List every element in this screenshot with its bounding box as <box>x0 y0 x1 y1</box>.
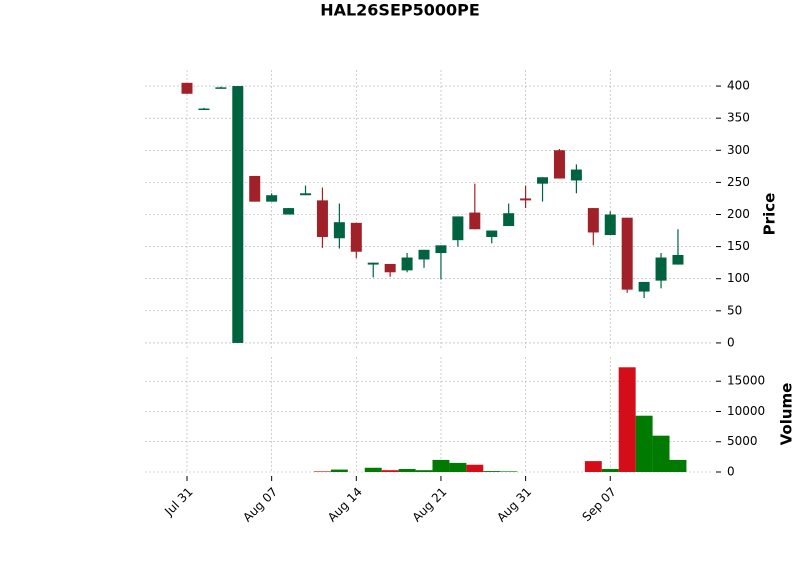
y-tick-label: 50 <box>727 303 742 317</box>
volume-bar <box>584 461 602 472</box>
x-tick-label: Aug 07 <box>240 485 280 525</box>
candle-body <box>452 216 464 241</box>
y2-tick-label: 15000 <box>727 374 765 388</box>
candle-body <box>266 195 278 202</box>
candle-body <box>316 200 328 237</box>
y-tick-label: 150 <box>727 239 750 253</box>
y2-tick-label: 5000 <box>727 434 758 448</box>
x-tick-label: Aug 31 <box>494 485 534 525</box>
candle-body <box>300 193 312 196</box>
volume-bar <box>398 468 416 472</box>
volume-bar <box>313 471 331 472</box>
volume-bar <box>652 435 670 472</box>
volume-bar <box>483 471 501 472</box>
candle-body <box>232 86 244 343</box>
volume-bar <box>466 464 484 472</box>
candle-body <box>570 169 582 181</box>
candle-body <box>621 217 633 290</box>
candle-body <box>198 108 210 111</box>
x-tick-label: Sep 07 <box>579 485 618 524</box>
volume-bar <box>330 469 348 472</box>
volume-bar <box>381 470 399 472</box>
y-tick-label: 100 <box>727 271 750 285</box>
y2-tick-label: 10000 <box>727 404 765 418</box>
candle-body <box>638 281 650 292</box>
candle-body <box>587 208 599 233</box>
candle-body <box>672 254 684 265</box>
y-axis-label: Price <box>761 193 779 236</box>
chart-title: HAL26SEP5000PE <box>320 1 480 20</box>
candle-body <box>384 263 396 273</box>
candle-body <box>604 214 616 236</box>
candle-body <box>350 222 362 252</box>
volume-bar <box>364 467 382 472</box>
y-tick-label: 0 <box>727 335 735 349</box>
volume-bar <box>601 468 619 472</box>
candle-body <box>469 212 481 230</box>
x-tick-label: Aug 14 <box>325 485 365 525</box>
y2-axis-label: Volume <box>778 383 796 446</box>
candle-body <box>418 249 430 260</box>
volume-bar <box>415 470 433 472</box>
candle-body <box>333 222 345 239</box>
candle-body <box>401 257 413 271</box>
candle-body <box>215 87 227 89</box>
candle-body <box>553 150 565 179</box>
candle-body <box>435 245 447 254</box>
volume-bar <box>635 415 653 472</box>
y-tick-label: 200 <box>727 207 750 221</box>
candle-body <box>283 208 295 215</box>
y-tick-label: 400 <box>727 79 750 93</box>
candle-body <box>249 175 261 202</box>
candle-body <box>367 262 379 265</box>
y-tick-label: 300 <box>727 143 750 157</box>
volume-bar <box>618 367 636 472</box>
volume-bar <box>449 462 467 472</box>
volume-bar <box>500 471 518 472</box>
x-tick-label: Jul 31 <box>161 485 195 519</box>
candle-body <box>503 213 515 227</box>
volume-bar <box>432 459 450 472</box>
y2-tick-label: 0 <box>727 465 735 479</box>
volume-bar <box>669 459 687 472</box>
y-tick-label: 250 <box>727 175 750 189</box>
candle-body <box>537 177 549 184</box>
candle-body <box>520 198 532 201</box>
candle-body <box>486 230 498 237</box>
candle-body <box>655 257 667 281</box>
x-tick-label: Aug 21 <box>410 485 450 525</box>
y-tick-label: 350 <box>727 111 750 125</box>
candle-body <box>181 82 193 94</box>
